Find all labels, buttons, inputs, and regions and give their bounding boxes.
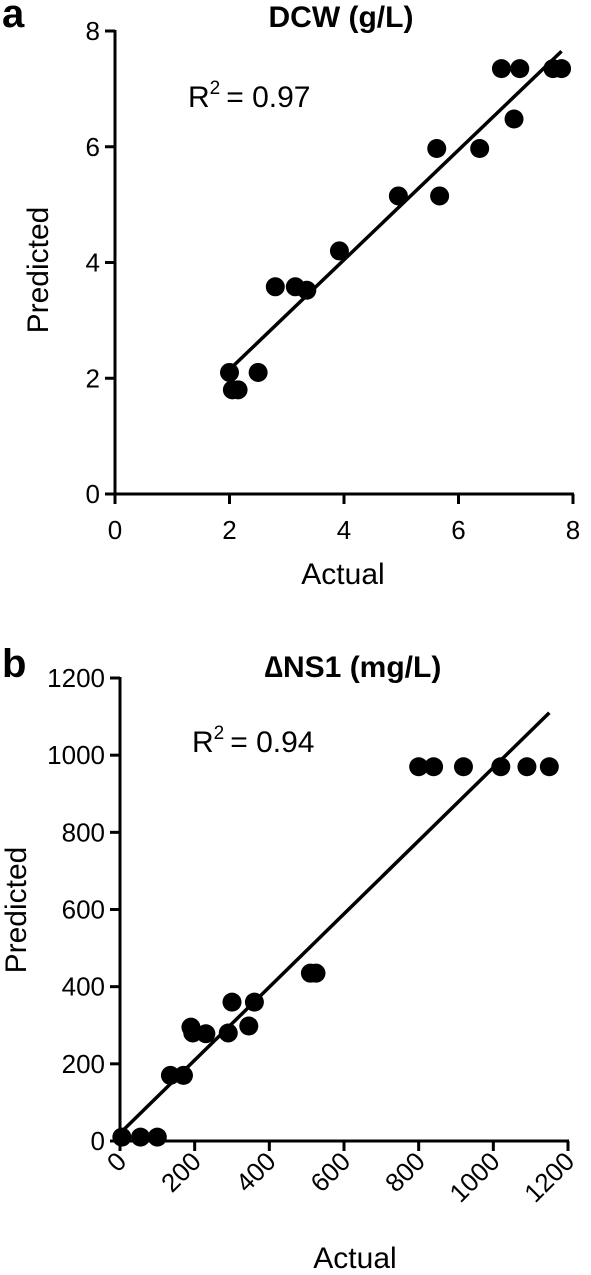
panel-b-x-axis-label: Actual — [313, 1242, 396, 1275]
panel-b-r2-label: R2 = 0.94 — [192, 723, 315, 759]
panel-b-x-tick-label: 200 — [155, 1146, 207, 1198]
panel-a-data-point — [552, 59, 572, 79]
panel-a-data-point — [228, 380, 248, 400]
panel-b-y-tick-label: 800 — [62, 817, 105, 847]
panel-b-x-tick-label: 400 — [230, 1146, 282, 1198]
panel-a-data-point — [504, 109, 524, 129]
panel-b-data-point — [491, 757, 511, 777]
panel-a-title: DCW (g/L) — [269, 1, 414, 34]
panel-b-data-point — [517, 757, 537, 777]
panel-a-data-point — [510, 59, 530, 79]
panel-a-dcw-chart: a DCW (g/L) R2 = 0.97 Predicted Actual 0 2… — [2, 0, 580, 591]
panel-a-y-axis-label: Predicted — [22, 207, 55, 334]
panel-a-data-point — [388, 186, 408, 206]
panel-b-data-point — [147, 1127, 167, 1147]
panel-a-data-point — [491, 59, 511, 79]
panel-a-data-point — [248, 362, 268, 382]
panel-b-data-point — [131, 1127, 151, 1147]
panel-a-r2-label: R2 = 0.97 — [188, 78, 311, 114]
panel-b-data-point — [173, 1065, 193, 1085]
panel-a-data-point — [427, 138, 447, 158]
panel-a-y-tick-label: 6 — [86, 132, 100, 162]
panel-b-data-point — [239, 1016, 259, 1036]
panel-a-data-point — [329, 241, 349, 261]
panel-a-r2-value: = 0.97 — [226, 81, 310, 114]
panel-a-data-point — [265, 277, 285, 297]
panel-b-data-point — [424, 757, 444, 777]
panel-b-ns1-chart: b ∆NS1 (mg/L) R2 = 0.94 Predicted Actual … — [0, 642, 580, 1275]
panel-a-data-point — [297, 280, 317, 300]
panel-a-y-tick-label: 4 — [86, 248, 100, 278]
panel-a-y-tick-label: 2 — [86, 363, 100, 393]
panel-b-x-tick-label: 600 — [304, 1146, 356, 1198]
panel-a-data-point — [430, 186, 450, 206]
panel-a-x-tick-label: 0 — [108, 515, 122, 545]
panel-a-data-point — [220, 362, 239, 382]
panel-b-y-tick-label: 200 — [62, 1049, 105, 1079]
panel-b-data-point — [453, 757, 473, 777]
panel-a-y-tick-label: 0 — [86, 479, 100, 509]
panel-b-fit-line — [118, 711, 551, 1135]
panel-b-x-tick-label: 0 — [101, 1146, 132, 1177]
panel-a-x-tick-label: 6 — [451, 515, 465, 545]
panel-a-letter: a — [2, 0, 25, 36]
panel-b-y-axis-label: Predicted — [0, 847, 33, 974]
panel-b-data-point — [409, 757, 429, 777]
panel-b-data-point — [218, 1023, 238, 1043]
panel-b-x-tick-label: 1000 — [443, 1146, 505, 1208]
panel-a-x-tick-label: 2 — [222, 515, 236, 545]
panel-b-r2-value: = 0.94 — [230, 726, 314, 759]
panel-b-title: ∆NS1 (mg/L) — [265, 651, 442, 684]
panel-b-data-point — [539, 757, 559, 777]
panel-b-x-tick-label: 1200 — [518, 1146, 580, 1208]
panel-a-x-axis-label: Actual — [301, 558, 384, 591]
panel-b-y-tick-label: 1000 — [47, 740, 105, 770]
panel-b-letter: b — [2, 642, 26, 686]
panel-b-y-tick-label: 400 — [62, 972, 105, 1002]
panel-b-y-tick-label: 1200 — [47, 663, 105, 693]
panel-a-y-tick-label: 8 — [86, 16, 100, 46]
panel-b-data-point — [196, 1024, 216, 1044]
panel-a-data-point — [470, 138, 490, 158]
panel-b-y-tick-label: 0 — [91, 1126, 105, 1156]
panel-a-fit-line — [228, 49, 563, 371]
panel-b-data-point — [112, 1127, 132, 1147]
panel-b-x-tick-label: 800 — [379, 1146, 431, 1198]
panel-b-data-point — [160, 1065, 180, 1085]
panel-b-data-point — [244, 992, 264, 1012]
panel-b-data-point — [306, 963, 326, 983]
panel-a-x-tick-label: 4 — [337, 515, 351, 545]
panel-b-data-point — [222, 992, 242, 1012]
panel-a-x-tick-label: 8 — [566, 515, 580, 545]
panel-b-y-tick-label: 600 — [62, 895, 105, 925]
